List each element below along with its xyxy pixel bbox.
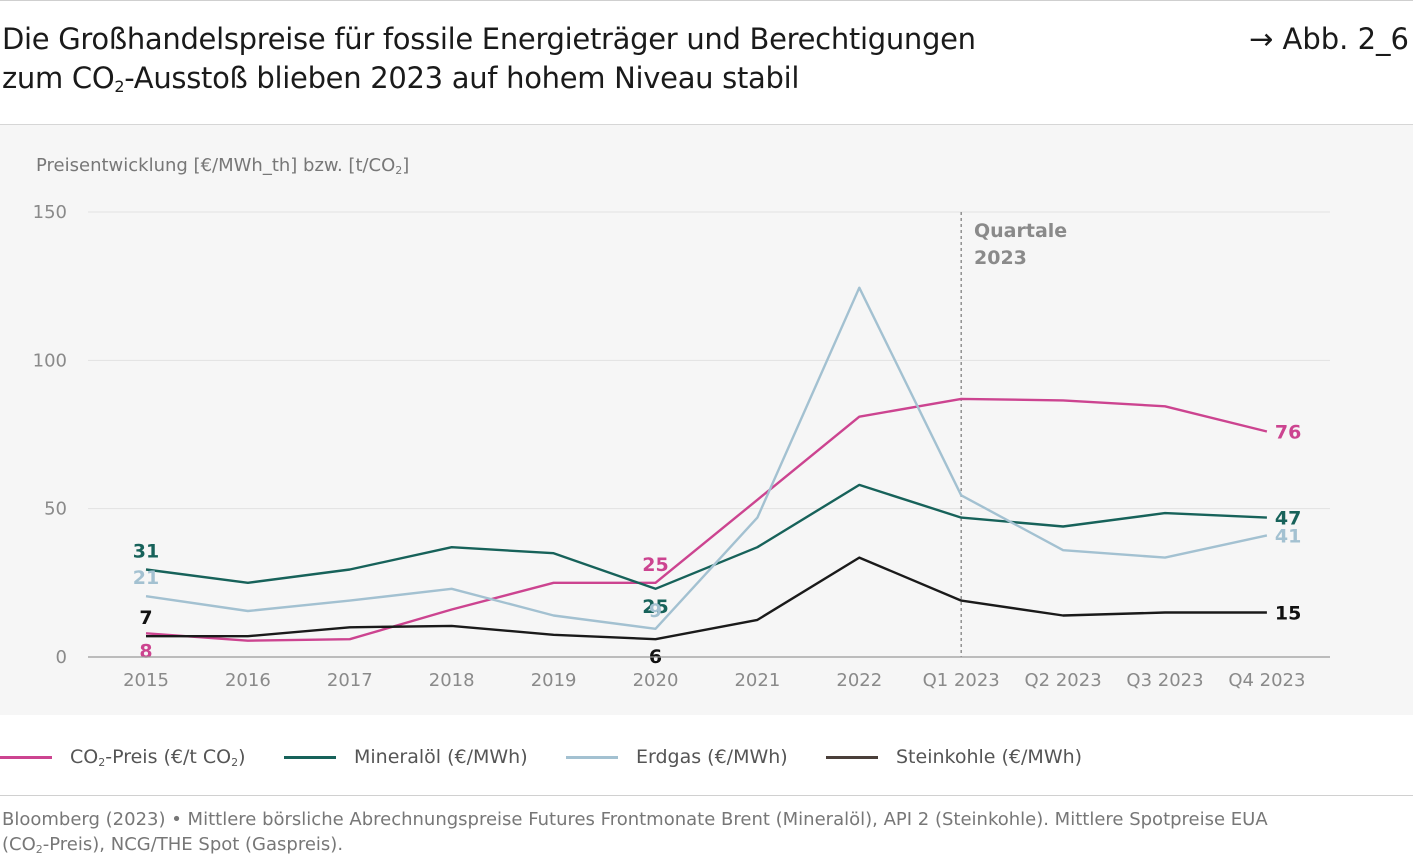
legend-co2-post2: ) [238,746,246,768]
x-tick-label: Q4 2023 [1228,670,1305,691]
source-line-2: (CO2-Preis), NCG/THE Spot (Gaspreis). [2,832,1402,857]
legend-label-co2: CO2-Preis (€/t CO2) [70,746,246,768]
title-line-2-pre: zum CO [2,61,115,95]
top-rule [0,0,1413,1]
x-tick-label: 2021 [734,670,780,691]
x-tick-label: 2019 [531,670,577,691]
x-tick-label: 2016 [225,670,271,691]
legend: CO2-Preis (€/t CO2) Mineralöl (€/MWh) Er… [0,740,1413,774]
data-label-gas: 21 [133,567,159,589]
legend-label-oil: Mineralöl (€/MWh) [354,746,528,768]
grid-layer [88,211,1330,510]
legend-co2-post: -Preis (€/t CO [105,746,232,768]
x-tick-label: 2022 [836,670,882,691]
series-layer [145,286,1268,642]
chart-panel [0,124,1413,715]
figure-reference: → Abb. 2_6 [1248,22,1409,56]
data-label-co2: 25 [642,554,668,576]
source-line-1: Bloomberg (2023) • Mittlere börsliche Ab… [2,809,1268,830]
data-label-co2: 76 [1275,422,1301,444]
data-label-oil: 47 [1275,508,1301,530]
legend-item-gas: Erdgas (€/MWh) [566,740,788,774]
y-axis-title-post: ] [402,155,410,176]
source-note: Bloomberg (2023) • Mittlere börsliche Ab… [2,807,1402,857]
chart-title: Die Großhandelspreise für fossile Energi… [2,20,1152,98]
x-tick-label: 2020 [633,670,679,691]
quarter-divider-layer: Quartale 2023 [960,212,1067,657]
data-label-oil: 25 [642,596,668,618]
y-axis-title-pre: Preisentwicklung [€/MWh_th] bzw. [t/CO [36,155,396,176]
x-tick-label: 2015 [123,670,169,691]
y-axis-title: Preisentwicklung [€/MWh_th] bzw. [t/CO2] [36,155,409,176]
series-line-coal [146,556,1267,641]
series-line-gas [145,286,1268,630]
data-label-coal: 15 [1275,603,1301,625]
legend-label-gas: Erdgas (€/MWh) [636,746,788,768]
data-label-coal: 7 [139,607,152,629]
y-tick-label-50: 50 [44,499,67,520]
legend-co2-pre: CO [70,746,99,768]
series-line-co2 [145,397,1268,642]
y-tick-label-100: 100 [33,350,67,371]
series-line-oil [145,483,1267,590]
x-tick-label: 2017 [327,670,373,691]
y-axis-title-sub: 2 [395,164,403,177]
legend-label-coal: Steinkohle (€/MWh) [896,746,1083,768]
data-label-oil: 31 [133,540,159,562]
legend-swatch-co2 [0,755,52,759]
legend-swatch-coal [826,755,878,759]
quarter-annotation-line2: 2023 [974,247,1027,269]
legend-co2-sub: 2 [98,756,106,769]
source-separator [0,795,1413,796]
title-line-2-sub: 2 [114,77,125,96]
title-line-2: zum CO2-Ausstoß blieben 2023 auf hohem N… [2,59,1152,98]
x-tick-label: 2018 [429,670,475,691]
source-line-2-sub: 2 [35,843,43,856]
data-label-gas: 41 [1275,525,1301,547]
title-line-2-post: -Ausstoß blieben 2023 auf hohem Niveau s… [124,61,800,95]
data-label-co2: 8 [139,640,152,662]
legend-item-oil: Mineralöl (€/MWh) [284,740,528,774]
axis-layer: 0 50 100 150 2015 2016 2017 2018 2019 2020 2021 202… [33,202,1330,691]
legend-swatch-oil [284,755,336,759]
x-tick-label: Q1 2023 [923,670,1000,691]
title-line-1: Die Großhandelspreise für fossile Energi… [2,22,976,56]
quarter-annotation-line1: Quartale [974,220,1067,242]
source-line-2-post: -Preis), NCG/THE Spot (Gaspreis). [42,834,344,855]
y-tick-label-150: 150 [33,202,67,223]
x-tick-label: Q2 2023 [1025,670,1102,691]
legend-swatch-gas [566,755,618,759]
data-label-gas: 9 [649,600,662,622]
y-tick-label-0: 0 [56,647,67,668]
legend-co2-sub2: 2 [231,756,239,769]
source-line-2-pre: (CO [2,834,36,855]
x-tick-label: Q3 2023 [1126,670,1203,691]
legend-item-coal: Steinkohle (€/MWh) [826,740,1082,774]
legend-item-co2: CO2-Preis (€/t CO2) [0,740,246,774]
